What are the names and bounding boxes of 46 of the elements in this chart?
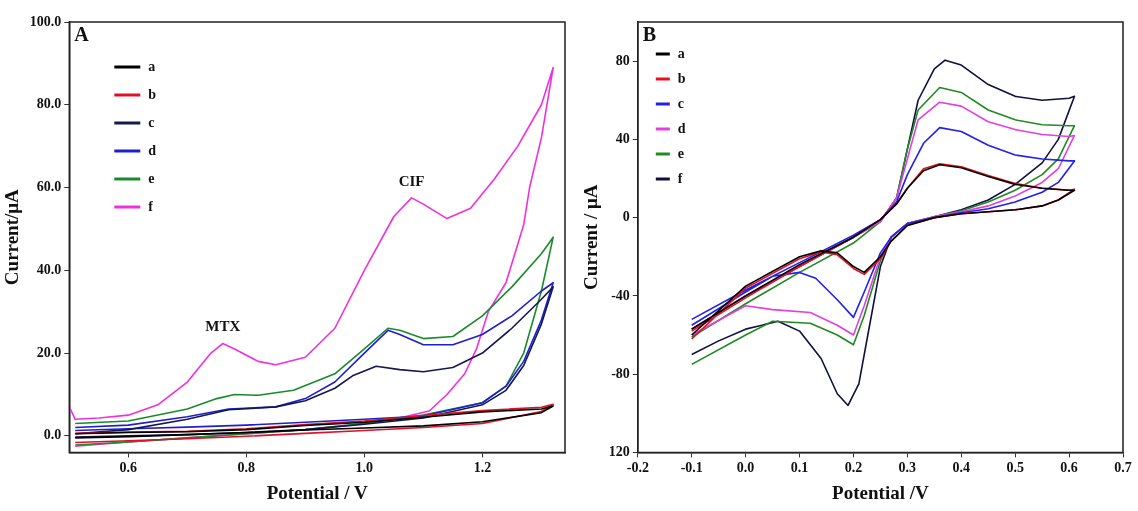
x-tick-label: 0.8 [237, 460, 256, 476]
legend-label: c [677, 95, 685, 111]
legend-label: f [148, 198, 154, 214]
x-tick-label: 0.6 [1060, 460, 1078, 476]
legend-label: f [677, 170, 683, 186]
y-tick-label: -80 [611, 365, 630, 381]
x-axis-title: Potential /V [832, 481, 929, 503]
x-axis-title: Potential / V [266, 481, 368, 503]
x-tick-label: 1.2 [473, 460, 492, 476]
y-tick-label: 80 [615, 52, 630, 68]
y-tick-label: 20.0 [36, 344, 62, 360]
y-tick-label: -40 [611, 287, 630, 303]
legend-label: d [677, 120, 686, 136]
chart-title: B [642, 23, 657, 46]
y-tick-label: 40 [615, 130, 630, 146]
legend-label: a [677, 45, 685, 61]
y-axis-title: Current/μA [1, 188, 23, 286]
legend-label: e [677, 145, 685, 161]
annotation: MTX [205, 318, 241, 335]
y-tick-label: 0 [622, 209, 630, 225]
x-tick-label: 0.7 [1114, 460, 1132, 476]
x-tick-label: 1.0 [355, 460, 374, 476]
y-tick-label: 80.0 [36, 96, 62, 112]
x-tick-label: 0.2 [844, 460, 863, 476]
y-tick-label: 120 [608, 444, 630, 460]
y-tick-label: 100.0 [29, 13, 62, 29]
x-tick-label: 0.0 [736, 460, 755, 476]
legend-label: e [148, 170, 155, 186]
x-tick-label: -0.1 [680, 460, 703, 476]
legend-label: c [148, 114, 155, 130]
legend-label: b [677, 70, 686, 86]
x-tick-label: 0.4 [952, 460, 971, 476]
legend-label: a [148, 58, 156, 74]
x-tick-label: 0.5 [1006, 460, 1024, 476]
x-tick-label: 0.1 [790, 460, 809, 476]
y-tick-label: 0.0 [43, 427, 62, 443]
chart-title: A [74, 23, 90, 46]
y-tick-label: 60.0 [36, 179, 62, 195]
x-tick-label: 0.6 [119, 460, 138, 476]
legend-label: b [148, 86, 157, 102]
y-axis-title: Current / μA [580, 184, 602, 290]
annotation: CIF [398, 172, 425, 189]
legend-label: d [148, 142, 157, 158]
x-tick-label: 0.3 [898, 460, 917, 476]
y-tick-label: 40.0 [36, 261, 62, 277]
x-tick-label: -0.2 [626, 460, 649, 476]
